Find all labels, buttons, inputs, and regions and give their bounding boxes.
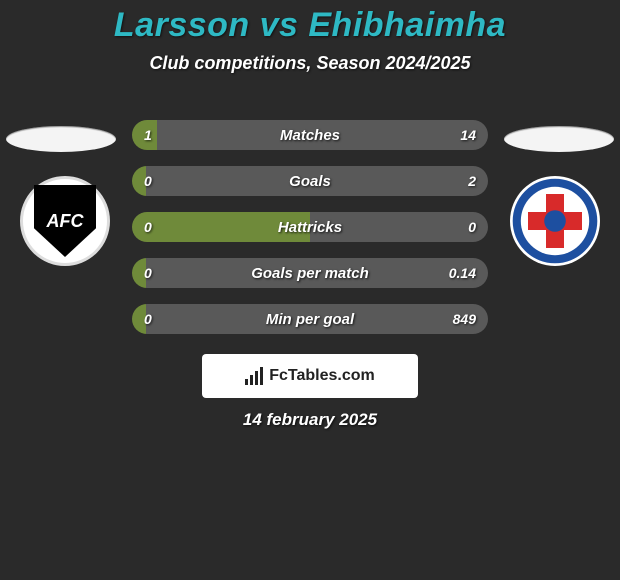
stat-value-left: 0 xyxy=(132,258,164,288)
right-club-badge xyxy=(510,176,600,266)
left-club-badge: AFC xyxy=(20,176,110,266)
stat-value-right: 0.14 xyxy=(437,258,488,288)
stat-bar-right xyxy=(146,166,488,196)
stat-value-right: 2 xyxy=(456,166,488,196)
stat-row: 02Goals xyxy=(132,166,488,196)
subtitle: Club competitions, Season 2024/2025 xyxy=(0,53,620,74)
stat-value-right: 0 xyxy=(456,212,488,242)
brand-box: FcTables.com xyxy=(202,354,418,398)
stat-value-left: 0 xyxy=(132,212,164,242)
comparison-card: Larsson vs Ehibhaimha Club competitions,… xyxy=(0,0,620,580)
stat-row: 114Matches xyxy=(132,120,488,150)
stat-bar-right xyxy=(146,304,488,334)
stat-bar-right xyxy=(157,120,488,150)
stat-value-left: 1 xyxy=(132,120,164,150)
left-club-badge-letters: AFC xyxy=(34,185,96,257)
stat-value-right: 849 xyxy=(441,304,488,334)
stats-container: 114Matches02Goals00Hattricks00.14Goals p… xyxy=(132,120,488,350)
stat-row: 0849Min per goal xyxy=(132,304,488,334)
stat-value-left: 0 xyxy=(132,166,164,196)
left-flag-placeholder xyxy=(6,126,116,152)
stat-value-left: 0 xyxy=(132,304,164,334)
brand-text: FcTables.com xyxy=(269,367,375,385)
chart-icon xyxy=(245,367,263,385)
stat-row: 00.14Goals per match xyxy=(132,258,488,288)
page-title: Larsson vs Ehibhaimha xyxy=(0,0,620,45)
stat-value-right: 14 xyxy=(448,120,488,150)
stat-row: 00Hattricks xyxy=(132,212,488,242)
right-club-badge-svg xyxy=(510,176,600,266)
date-text: 14 february 2025 xyxy=(0,410,620,430)
right-flag-placeholder xyxy=(504,126,614,152)
